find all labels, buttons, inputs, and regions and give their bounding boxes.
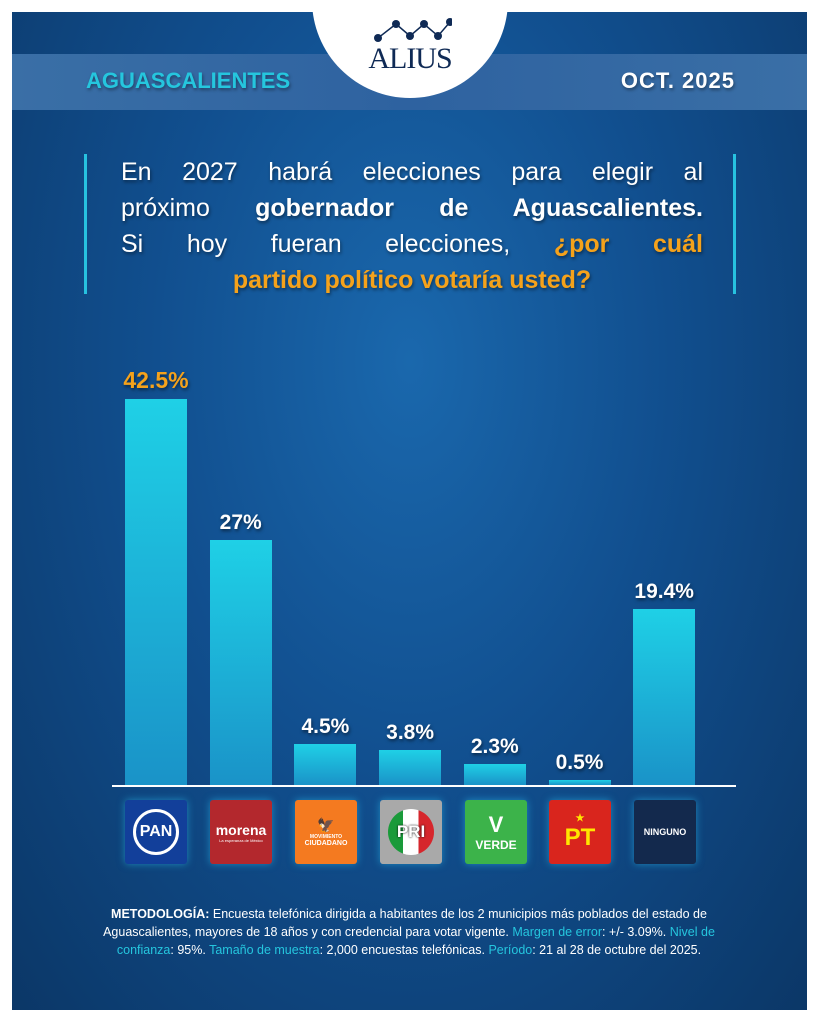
question-box: En 2027 habrá elecciones para elegir al … xyxy=(84,154,736,294)
data-label: 27% xyxy=(219,510,262,534)
data-label: 42.5% xyxy=(123,367,189,393)
bar-verde xyxy=(463,764,526,785)
state-title: AGUASCALIENTES xyxy=(86,68,291,93)
logo-pt: ★ PT xyxy=(549,800,611,864)
data-label: 3.8% xyxy=(386,721,435,745)
x-axis-line xyxy=(112,785,736,787)
data-label: 19.4% xyxy=(634,579,694,603)
question-line: En 2027 habrá elecciones para elegir al xyxy=(121,158,703,186)
logo-verde: V VERDE xyxy=(465,800,527,864)
methodology-note: METODOLOGÍA: Encuesta telefónica dirigid… xyxy=(103,907,715,957)
logo-morena: morena La esperanza de México xyxy=(210,800,272,864)
data-label: 0.5% xyxy=(555,751,604,775)
bar-pri xyxy=(379,750,442,785)
bar-chart: 42.5% 27% 4.5% 3.8% 2.3% 0.5% 19.4% xyxy=(12,12,807,1010)
date-label: OCT. 2025 xyxy=(620,68,735,93)
question-line: partido político votaría usted? xyxy=(232,266,592,294)
data-label: 4.5% xyxy=(301,715,350,739)
logo-pan: PAN xyxy=(125,800,187,864)
question-line: Si hoy fueran elecciones, ¿por cuál xyxy=(121,230,703,258)
bar-morena xyxy=(209,539,272,785)
bar-pan xyxy=(125,399,187,785)
bar-ninguno xyxy=(633,608,696,785)
brand-name: ALIUS xyxy=(368,42,452,75)
bar-pt xyxy=(548,780,611,785)
bar-movimiento-ciudadano xyxy=(294,744,357,785)
logo-ninguno: NINGUNO xyxy=(634,800,696,864)
logo-pri: PRI xyxy=(380,800,442,864)
question-line: próximo gobernador de Aguascalientes. xyxy=(121,194,703,222)
data-label: 2.3% xyxy=(470,735,519,759)
logo-movimiento-ciudadano: 🦅 MOVIMIENTO CIUDADANO xyxy=(295,800,357,864)
chart-line-icon xyxy=(374,18,452,42)
infographic: AGUASCALIENTES OCT. 2025 ALIUS En 2027 h… xyxy=(12,12,807,1010)
